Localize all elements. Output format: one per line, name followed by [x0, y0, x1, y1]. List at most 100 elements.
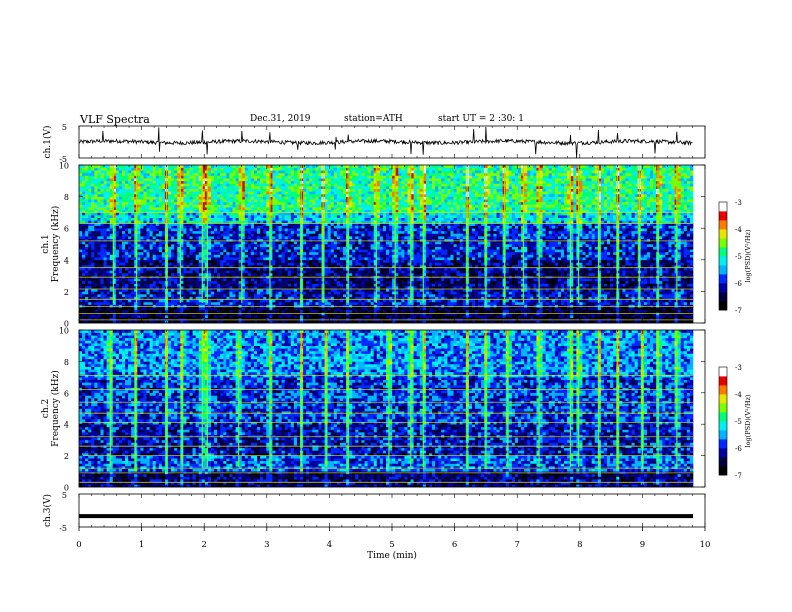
psd-cell — [88, 257, 92, 261]
psd-cell — [278, 294, 282, 297]
psd-cell — [94, 320, 98, 324]
psd-cell — [290, 204, 295, 208]
psd-cell — [109, 299, 114, 303]
psd-cell — [223, 241, 227, 245]
psd-cell — [327, 294, 332, 297]
psd-cell — [263, 228, 267, 232]
psd-cell — [94, 165, 98, 168]
psd-cell — [115, 257, 120, 261]
psd-cell — [318, 175, 322, 179]
psd-cell — [318, 207, 322, 211]
psd-cell — [232, 191, 236, 195]
psd-cell — [324, 201, 328, 205]
psd-cell — [281, 212, 285, 216]
psd-cell — [272, 270, 276, 274]
psd-cell — [278, 236, 282, 240]
psd-cell — [217, 299, 221, 303]
psd-cell — [174, 317, 178, 321]
psd-cell — [253, 317, 258, 321]
psd-cell — [223, 201, 227, 205]
psd-cell — [278, 170, 282, 174]
psd-cell — [217, 201, 221, 205]
psd-cell — [266, 296, 270, 300]
psd-cell — [257, 191, 261, 195]
psd-cell — [257, 172, 261, 176]
psd-cell — [324, 188, 328, 192]
psd-cell — [152, 225, 157, 229]
psd-cell — [112, 178, 117, 182]
psd-cell — [94, 225, 98, 229]
psd-cell — [266, 249, 270, 253]
psd-cell — [284, 265, 289, 268]
psd-cell — [112, 204, 117, 208]
psd-cell — [94, 175, 98, 179]
psd-cell — [125, 201, 129, 205]
psd-cell — [195, 225, 200, 229]
psd-cell — [211, 315, 215, 319]
psd-cell — [180, 172, 184, 176]
psd-cell — [155, 207, 160, 211]
psd-cell — [306, 270, 310, 274]
psd-cell — [275, 170, 279, 174]
psd-cell — [229, 196, 233, 200]
psd-cell — [303, 291, 307, 295]
psd-cell — [303, 272, 307, 276]
psd-cell — [204, 233, 209, 237]
psd-cell — [260, 307, 264, 311]
psd-cell — [186, 259, 190, 263]
psd-cell — [91, 178, 95, 182]
psd-cell — [287, 204, 292, 208]
psd-cell — [201, 241, 206, 245]
psd-cell — [201, 167, 206, 171]
psd-cell — [115, 207, 120, 211]
psd-cell — [226, 180, 230, 184]
psd-cell — [214, 312, 218, 316]
psd-cell — [186, 294, 190, 297]
psd-cell — [171, 236, 175, 240]
psd-cell — [318, 278, 322, 282]
psd-cell — [106, 201, 110, 205]
psd-cell — [115, 186, 120, 189]
psd-cell — [327, 270, 332, 274]
psd-cell — [158, 312, 163, 316]
psd-cell — [229, 283, 233, 287]
psd-cell — [290, 165, 295, 168]
psd-cell — [241, 265, 246, 268]
psd-cell — [143, 196, 147, 200]
psd-cell — [272, 259, 276, 263]
psd-cell — [284, 280, 289, 284]
psd-cell — [272, 178, 276, 182]
psd-cell — [315, 170, 319, 174]
psd-cell — [220, 228, 224, 232]
psd-cell — [226, 238, 230, 242]
psd-cell — [238, 180, 243, 184]
psd-cell — [88, 315, 92, 319]
psd-cell — [275, 307, 279, 311]
psd-cell — [220, 286, 224, 290]
psd-cell — [100, 209, 104, 213]
psd-cell — [315, 230, 319, 234]
psd-cell — [244, 278, 249, 282]
psd-cell — [266, 220, 270, 224]
psd-cell — [171, 170, 175, 174]
psd-cell — [177, 267, 181, 271]
psd-cell — [207, 278, 212, 282]
psd-cell — [112, 257, 117, 261]
psd-cell — [79, 222, 83, 226]
psd-cell — [290, 283, 295, 287]
psd-cell — [186, 288, 190, 292]
psd-cell — [189, 170, 193, 174]
psd-cell — [290, 265, 295, 268]
psd-cell — [229, 209, 233, 213]
psd-cell — [260, 188, 264, 192]
psd-cell — [217, 180, 221, 184]
psd-cell — [257, 165, 261, 168]
psd-cell — [318, 222, 322, 226]
psd-cell — [168, 207, 172, 211]
psd-cell — [290, 225, 295, 229]
psd-cell — [183, 170, 187, 174]
psd-cell — [171, 288, 175, 292]
psd-cell — [195, 204, 200, 208]
psd-cell — [82, 272, 86, 276]
psd-cell — [324, 270, 328, 274]
